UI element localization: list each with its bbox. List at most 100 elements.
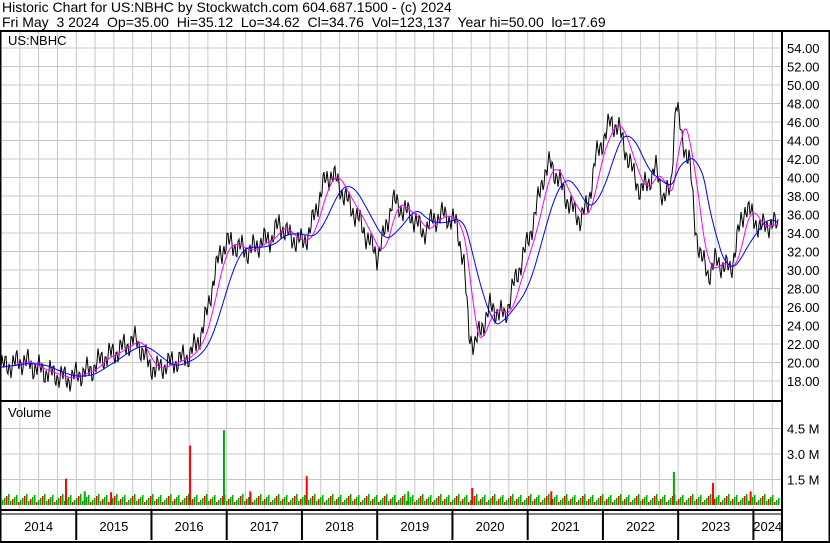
volume-bar bbox=[222, 430, 225, 505]
volume-bar bbox=[2, 500, 4, 505]
volume-bar bbox=[60, 496, 62, 505]
volume-bar bbox=[630, 502, 632, 505]
volume-bar bbox=[752, 497, 754, 505]
volume-bar bbox=[778, 498, 780, 505]
volume-bar bbox=[734, 497, 736, 505]
volume-bar bbox=[294, 496, 296, 505]
volume-bar bbox=[458, 494, 460, 505]
volume-bar bbox=[446, 497, 448, 505]
volume-bar bbox=[380, 500, 382, 505]
volume-bar bbox=[558, 502, 560, 505]
volume-bar bbox=[722, 500, 724, 505]
volume-bar bbox=[688, 498, 690, 505]
volume-bar bbox=[476, 494, 478, 505]
volume-bar bbox=[680, 497, 682, 505]
volume-bar bbox=[258, 496, 260, 505]
volume-bar bbox=[482, 497, 484, 505]
volume-bar bbox=[288, 502, 290, 505]
volume-bar bbox=[58, 498, 60, 505]
volume-bar bbox=[632, 500, 634, 505]
volume-bar bbox=[110, 492, 113, 505]
volume-bar bbox=[260, 494, 262, 505]
volume-bar bbox=[624, 499, 626, 505]
volume-bar bbox=[376, 495, 378, 505]
volume-bar bbox=[708, 496, 710, 505]
volume-bar bbox=[305, 476, 308, 505]
volume-bar bbox=[198, 502, 200, 505]
volume-bar bbox=[100, 501, 102, 505]
volume-bar bbox=[310, 498, 312, 505]
volume-bar bbox=[126, 502, 128, 505]
volume-bar bbox=[578, 500, 580, 505]
volume-bar bbox=[120, 499, 122, 505]
price-tick-label: 32.00 bbox=[787, 245, 820, 260]
volume-bar bbox=[434, 500, 436, 505]
volume-bar bbox=[56, 500, 58, 505]
volume-bar bbox=[130, 498, 132, 505]
price-tick-label: 48.00 bbox=[787, 97, 820, 112]
volume-bar bbox=[284, 497, 286, 505]
volume-bar bbox=[500, 497, 502, 505]
volume-bar bbox=[749, 491, 752, 505]
volume-bar bbox=[586, 501, 588, 505]
volume-bar bbox=[398, 500, 400, 505]
volume-bar bbox=[368, 494, 370, 505]
volume-bar bbox=[214, 495, 216, 505]
price-tick-label: 18.00 bbox=[787, 374, 820, 389]
volume-tick-label: 1.5 M bbox=[787, 473, 820, 488]
volume-bar bbox=[422, 494, 424, 505]
volume-bar bbox=[574, 495, 576, 505]
volume-bar bbox=[94, 498, 96, 505]
volume-bar bbox=[542, 500, 544, 505]
volume-bar bbox=[34, 495, 36, 505]
volume-bar bbox=[628, 495, 630, 505]
volume-bar bbox=[342, 502, 344, 505]
volume-bar bbox=[502, 495, 504, 505]
volume-bar bbox=[82, 501, 84, 505]
volume-bar bbox=[22, 498, 24, 505]
volume-bar bbox=[702, 502, 704, 505]
volume-bar bbox=[212, 497, 214, 505]
year-label: 2016 bbox=[175, 519, 204, 534]
price-tick-label: 46.00 bbox=[787, 115, 820, 130]
chart-title: Historic Chart for US:NBHC by Stockwatch… bbox=[2, 0, 452, 15]
volume-bar bbox=[14, 497, 16, 505]
volume-bar bbox=[304, 495, 306, 505]
volume-bar bbox=[550, 491, 553, 505]
volume-bar bbox=[536, 497, 538, 505]
volume-bar bbox=[332, 494, 334, 505]
volume-bar bbox=[604, 501, 606, 505]
volume-bar bbox=[732, 499, 734, 505]
volume-bar bbox=[606, 499, 608, 505]
volume-bar bbox=[402, 496, 404, 505]
chart-frame bbox=[0, 30, 830, 543]
volume-bar bbox=[660, 499, 662, 505]
volume-bar bbox=[282, 499, 284, 505]
volume-bar bbox=[86, 497, 88, 505]
volume-bar bbox=[432, 502, 434, 505]
volume-bar bbox=[42, 496, 44, 505]
volume-bar bbox=[98, 494, 100, 505]
volume-bar bbox=[200, 500, 202, 505]
price-tick-label: 22.00 bbox=[787, 337, 820, 352]
volume-bar bbox=[146, 500, 148, 505]
volume-bar bbox=[772, 495, 774, 505]
volume-bar bbox=[560, 500, 562, 505]
volume-bar bbox=[88, 495, 90, 505]
volume-bar bbox=[366, 496, 368, 505]
volume-bar bbox=[184, 498, 186, 505]
volume-bar bbox=[176, 497, 178, 505]
volume-bar bbox=[444, 499, 446, 505]
volume-bar bbox=[268, 495, 270, 505]
volume-bar bbox=[92, 500, 94, 505]
volume-bar bbox=[202, 498, 204, 505]
price-tick-label: 44.00 bbox=[787, 134, 820, 149]
volume-bar bbox=[764, 494, 766, 505]
volume-bar bbox=[194, 497, 196, 505]
volume-bar bbox=[312, 496, 314, 505]
year-label: 2022 bbox=[626, 519, 655, 534]
volume-bar bbox=[456, 496, 458, 505]
volume-bar bbox=[166, 498, 168, 505]
price-tick-label: 20.00 bbox=[787, 356, 820, 371]
volume-bar bbox=[530, 494, 532, 505]
